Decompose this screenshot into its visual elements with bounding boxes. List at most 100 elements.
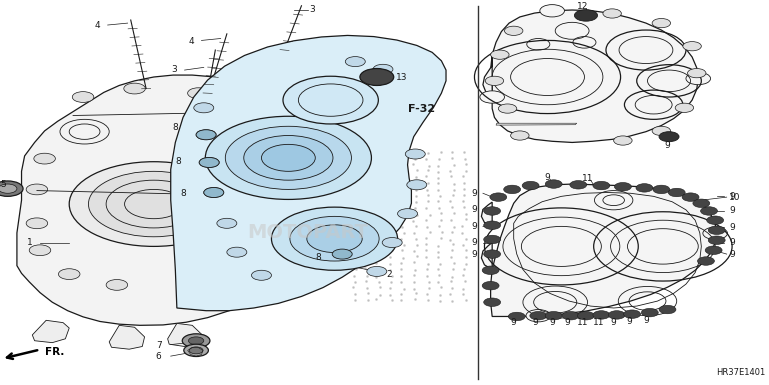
Circle shape [345, 57, 365, 67]
Text: 9: 9 [471, 238, 477, 247]
Circle shape [290, 216, 379, 261]
Circle shape [570, 181, 587, 189]
Polygon shape [168, 323, 201, 346]
Circle shape [332, 249, 352, 259]
Circle shape [687, 69, 706, 78]
Circle shape [708, 236, 725, 244]
Circle shape [251, 270, 271, 280]
Circle shape [34, 153, 55, 164]
Circle shape [484, 207, 501, 215]
Text: 3: 3 [309, 5, 315, 14]
Circle shape [652, 18, 671, 28]
Circle shape [484, 250, 501, 258]
Text: HR37E1401: HR37E1401 [716, 368, 765, 377]
Circle shape [545, 311, 562, 320]
Polygon shape [481, 243, 492, 270]
Circle shape [283, 76, 378, 124]
Circle shape [199, 157, 219, 167]
Circle shape [0, 181, 23, 196]
Text: 9: 9 [643, 316, 649, 325]
Circle shape [188, 337, 204, 345]
Circle shape [189, 347, 203, 354]
Text: 9: 9 [611, 318, 617, 327]
Circle shape [578, 311, 594, 320]
Text: 4: 4 [95, 20, 100, 30]
Text: 8: 8 [173, 123, 178, 132]
Polygon shape [483, 55, 492, 97]
Circle shape [204, 187, 224, 198]
Text: 8: 8 [181, 189, 186, 198]
Text: 9: 9 [564, 318, 571, 327]
Circle shape [641, 308, 658, 317]
Circle shape [693, 199, 710, 208]
Circle shape [484, 235, 501, 244]
Circle shape [545, 180, 562, 188]
Circle shape [675, 103, 694, 112]
Circle shape [106, 280, 128, 290]
Text: 9: 9 [471, 249, 477, 259]
Circle shape [593, 181, 610, 190]
Circle shape [540, 5, 564, 17]
Circle shape [261, 144, 315, 171]
Text: 11: 11 [593, 318, 604, 327]
Text: 11: 11 [578, 318, 588, 327]
Circle shape [504, 26, 523, 35]
Text: 12: 12 [578, 2, 588, 12]
Circle shape [58, 269, 80, 280]
Circle shape [225, 126, 351, 189]
Circle shape [485, 76, 504, 85]
Circle shape [0, 184, 17, 193]
Circle shape [652, 126, 671, 136]
Text: 9: 9 [729, 192, 734, 201]
Text: 8: 8 [316, 253, 321, 263]
Circle shape [682, 193, 699, 201]
Circle shape [26, 218, 48, 229]
Circle shape [482, 281, 499, 290]
Circle shape [29, 245, 51, 256]
Text: 9: 9 [729, 238, 734, 247]
Text: 13: 13 [396, 72, 408, 82]
Circle shape [188, 88, 209, 99]
Circle shape [184, 344, 208, 357]
Circle shape [182, 334, 210, 348]
Circle shape [205, 116, 371, 199]
Polygon shape [491, 10, 698, 142]
Circle shape [69, 162, 238, 246]
Circle shape [491, 50, 509, 59]
Circle shape [262, 149, 284, 159]
Circle shape [72, 92, 94, 102]
Circle shape [480, 91, 504, 103]
Circle shape [624, 310, 641, 318]
Circle shape [373, 64, 393, 74]
Circle shape [484, 221, 501, 229]
Circle shape [659, 132, 679, 142]
Circle shape [196, 130, 216, 140]
Circle shape [653, 185, 670, 194]
Text: FR.: FR. [45, 347, 64, 357]
Circle shape [194, 103, 214, 113]
Circle shape [526, 310, 551, 322]
Text: 1: 1 [27, 238, 32, 247]
Circle shape [701, 207, 717, 215]
Circle shape [686, 72, 711, 85]
Circle shape [360, 69, 394, 85]
Polygon shape [491, 184, 717, 316]
Circle shape [204, 187, 224, 198]
Circle shape [703, 227, 727, 239]
Circle shape [124, 83, 145, 94]
Circle shape [530, 311, 547, 320]
Circle shape [217, 218, 237, 228]
Text: 8: 8 [175, 157, 181, 166]
Circle shape [186, 236, 275, 280]
Circle shape [522, 181, 539, 190]
Text: 9: 9 [511, 318, 517, 327]
Circle shape [504, 185, 521, 194]
Text: 5: 5 [0, 179, 5, 189]
Circle shape [614, 136, 632, 145]
Polygon shape [171, 35, 446, 311]
Text: 9: 9 [729, 249, 734, 259]
Circle shape [608, 311, 625, 319]
Circle shape [708, 226, 725, 234]
Circle shape [199, 157, 219, 167]
Polygon shape [109, 325, 145, 349]
